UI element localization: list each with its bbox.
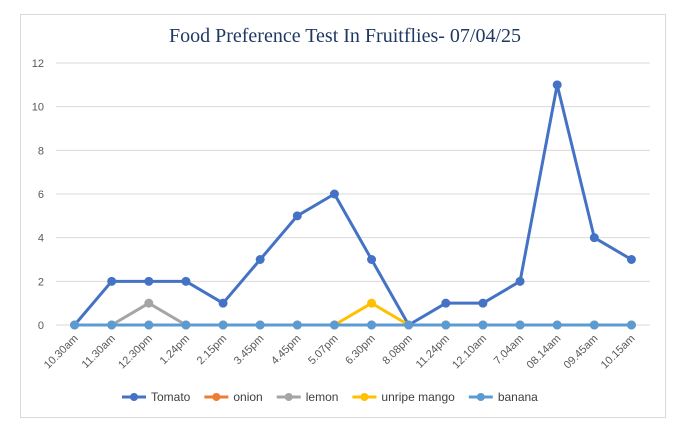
x-tick-label: 11.24pm [414,333,452,371]
x-tick-label: 6.30pm [343,333,377,367]
data-point [181,320,191,330]
x-tick-label: 12.10am [450,333,489,372]
data-point [478,320,488,330]
legend-item: lemon [276,390,339,404]
legend-label: banana [498,390,538,404]
series-lines [70,80,636,330]
x-tick-label: 2.15pm [195,333,229,367]
y-tick-label: 6 [38,189,44,201]
data-point [367,298,377,308]
x-tick-label: 10.15am [599,333,638,372]
chart-title: Food Preference Test In Fruitflies- 07/0… [169,25,521,47]
legend: Tomato onion lemon unripe mango banana [122,390,538,404]
data-point [589,233,599,243]
data-point [329,320,339,330]
data-point [218,298,228,308]
series-line [73,83,633,327]
y-axis-ticks: 0 2 4 6 8 10 12 [32,58,44,332]
legend-label: Tomato [151,390,191,404]
legend-swatch-marker [284,393,293,401]
x-tick-label: 12.30pm [116,333,155,372]
legend-item: banana [468,390,538,404]
x-tick-label: 08.14am [525,333,564,372]
x-tick-label: 7.04am [492,333,526,367]
y-tick-label: 4 [38,233,44,245]
data-point [107,276,117,286]
data-point [626,255,636,264]
x-tick-label: 09.45am [562,333,601,372]
data-point [367,255,377,264]
y-tick-label: 12 [32,58,44,70]
data-point [218,320,228,330]
data-point [70,320,80,330]
legend-label: unripe mango [381,390,455,404]
data-point [441,320,451,330]
y-tick-label: 8 [38,145,44,157]
data-point [255,255,265,264]
legend-item: Tomato [122,390,191,404]
data-point [367,320,377,330]
legend-item: unripe mango [352,390,455,404]
x-tick-label: 8.08pm [380,333,414,367]
legend-swatch-marker [360,393,369,401]
series-banana [70,320,636,330]
series-tomato [70,80,636,330]
legend-swatch-marker [130,393,138,401]
series-line [73,301,633,327]
data-point [292,320,302,330]
y-tick-label: 0 [38,320,44,332]
data-point [255,320,265,330]
legend-label: lemon [306,390,339,404]
data-point [552,80,562,90]
data-point [515,276,525,286]
data-point [552,320,562,330]
y-tick-label: 2 [38,276,44,288]
data-point [626,320,636,330]
x-tick-label: 11.30am [80,333,118,371]
data-point [589,320,599,330]
data-point [478,298,488,308]
legend-item: onion [204,390,263,404]
data-point [292,211,302,221]
data-point [441,298,451,308]
data-point [144,276,154,286]
data-point [107,320,117,330]
legend-swatch-marker [476,393,485,401]
x-tick-label: 3.45pm [232,333,266,367]
legend-swatch-marker [212,393,221,401]
x-tick-label: 1.24pm [158,333,192,367]
y-tick-label: 10 [32,102,44,114]
data-point [515,320,525,330]
legend-label: onion [233,390,262,404]
data-point [181,276,191,286]
data-point [329,189,339,199]
data-point [144,298,154,308]
x-tick-label: 10.30am [42,333,81,372]
x-tick-label: 4.45pm [269,333,303,367]
x-tick-label: 5.07pm [306,333,340,367]
data-point [404,320,414,330]
data-point [144,320,154,330]
